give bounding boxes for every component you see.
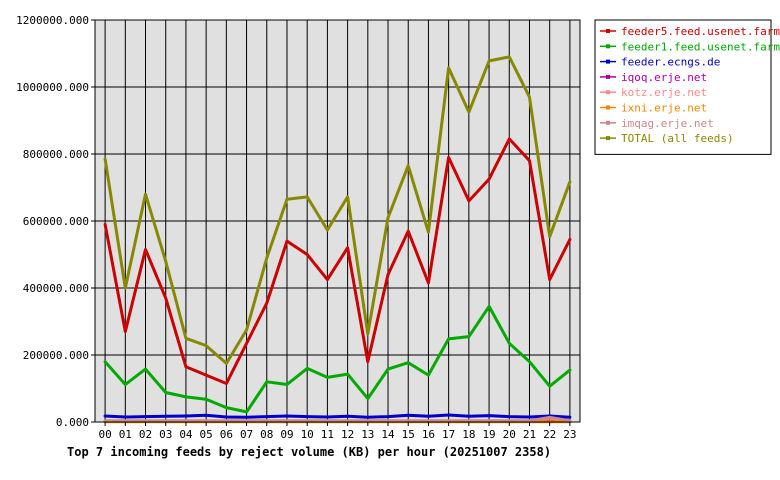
series-line-0 [103,137,572,385]
y-axis-ticks: 0.000 200000.000 400000.000 600000.000 80000… [16,14,95,429]
chart-title: Top 7 incoming feeds by reject volume (K… [67,445,551,459]
y-tick-label: 800000.000 [23,148,89,161]
y-tick-label: 0.000 [56,416,89,429]
x-tick-label: 20 [503,428,516,441]
x-tick-label: 05 [200,428,213,441]
x-tick-label: 10 [301,428,314,441]
y-tick-label: 400000.000 [23,282,89,295]
legend-entry: kotz.erje.net [621,86,707,99]
x-tick-label: 04 [179,428,193,441]
legend-marker [606,44,610,49]
x-tick-label: 01 [119,428,132,441]
y-tick-label: 200000.000 [23,349,89,362]
series-line-7 [103,55,572,365]
x-tick-label: 03 [159,428,172,441]
series-line-1 [103,304,572,414]
legend-entry: feeder1.feed.usenet.farm [621,40,780,53]
x-tick-label: 22 [543,428,556,441]
y-tick-label: 1000000.000 [16,81,89,94]
legend-entry: feeder.ecngs.de [621,56,720,69]
x-tick-label: 09 [280,428,293,441]
y-tick-label: 600000.000 [23,215,89,228]
legend-marker [606,90,610,95]
x-tick-label: 00 [98,428,111,441]
legend-marker [606,105,610,110]
x-tick-label: 14 [381,428,395,441]
x-axis-ticks: 00 01 02 03 04 05 06 07 08 09 10 11 12 13 14 15 16 17 18 19… [98,422,577,441]
legend-box [594,19,772,155]
y-tick-label: 1200000.000 [16,14,89,27]
x-tick-label: 19 [482,428,495,441]
x-tick-label: 12 [341,428,354,441]
legend-entry: ixni.erje.net [621,102,707,115]
series-line-2 [103,413,572,419]
x-tick-label: 08 [260,428,273,441]
x-tick-label: 11 [321,428,334,441]
x-tick-label: 16 [422,428,435,441]
x-tick-label: 02 [139,428,152,441]
legend-entry: iqoq.erje.net [621,71,707,84]
x-tick-label: 06 [220,428,233,441]
x-tick-label: 13 [361,428,374,441]
legend-entry: imqag.erje.net [621,117,714,130]
legend-entry: feeder5.feed.usenet.farm [621,25,780,38]
legend-marker [606,74,610,79]
legend-marker [606,59,610,64]
x-tick-label: 18 [462,428,475,441]
x-tick-label: 07 [240,428,253,441]
series-line-6 [103,415,572,423]
legend-marker [606,29,610,33]
legend-marker [606,120,610,125]
legend-entry: TOTAL (all feeds) [621,132,734,145]
x-tick-label: 17 [442,428,455,441]
x-tick-label: 21 [523,428,536,441]
legend-marker [606,136,610,141]
x-tick-label: 23 [563,428,576,441]
x-tick-label: 15 [402,428,415,441]
legend: feeder5.feed.usenet.farm feeder1.feed.use… [594,19,780,155]
